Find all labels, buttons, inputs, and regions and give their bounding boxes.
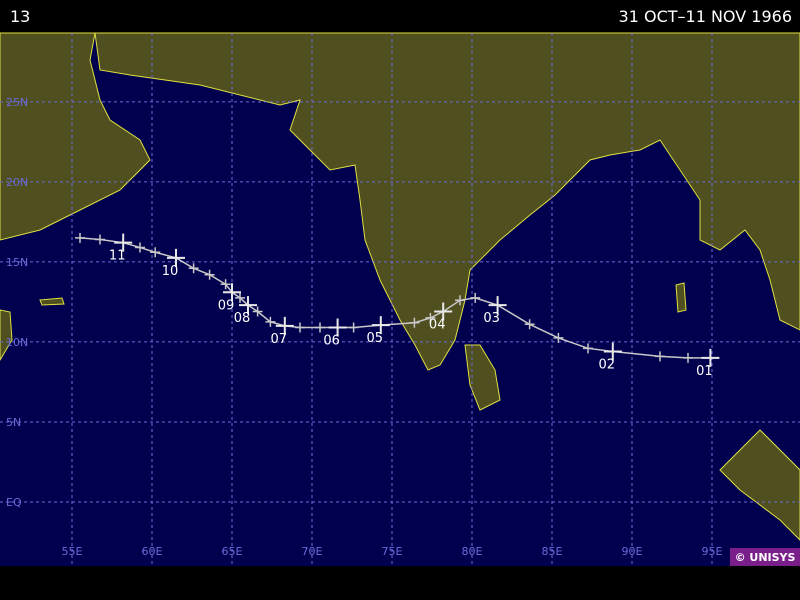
- credit-badge: [730, 548, 800, 566]
- track-point: [265, 316, 276, 327]
- day-label: 01: [696, 364, 713, 379]
- track-point: [524, 319, 535, 330]
- lat-label: 20N: [6, 176, 28, 189]
- storm-number: 13: [10, 7, 30, 26]
- lon-label: 65E: [222, 545, 243, 558]
- lon-label: 70E: [302, 545, 323, 558]
- lat-label: 15N: [6, 256, 28, 269]
- day-label: 08: [234, 311, 251, 326]
- day-marker: [167, 248, 185, 267]
- day-label: 11: [109, 249, 126, 264]
- day-label: 10: [162, 264, 179, 279]
- track-point: [583, 343, 593, 354]
- track-point: [425, 312, 436, 323]
- day-marker: [488, 296, 507, 315]
- lat-label: 25N: [6, 96, 28, 109]
- sumatra: [719, 429, 800, 541]
- lon-label: 60E: [142, 545, 163, 558]
- grid: 55E 60E 65E 70E 75E 80E 85E 90E 95E EQ 5N 10N 15N 20N…: [0, 33, 800, 566]
- track-point: [75, 232, 85, 243]
- day-label: 04: [429, 318, 446, 333]
- day-marker: [275, 316, 294, 335]
- day-label: 05: [367, 331, 384, 346]
- day-marker: [701, 348, 720, 367]
- sri-lanka: [464, 344, 501, 411]
- day-label: 03: [483, 311, 500, 326]
- lat-label: EQ: [6, 496, 22, 509]
- socotra: [39, 297, 65, 306]
- day-marker: [603, 342, 622, 361]
- track-point: [135, 242, 145, 253]
- day-marker: [114, 233, 133, 252]
- day-marker: [371, 316, 390, 335]
- track-point: [252, 306, 263, 317]
- track-point: [409, 317, 420, 328]
- day-label: 06: [323, 334, 340, 349]
- lon-label: 85E: [542, 545, 563, 558]
- track-point: [150, 247, 161, 258]
- land-north: [94, 32, 800, 371]
- somalia: [0, 309, 13, 361]
- lon-label: 80E: [462, 545, 483, 558]
- day-label: 02: [599, 358, 616, 373]
- day-label: 09: [218, 298, 235, 313]
- arabia: [0, 32, 151, 241]
- track-point: [220, 279, 231, 290]
- track-point: [95, 234, 105, 245]
- track-point: [315, 322, 325, 333]
- track-point: [188, 263, 199, 274]
- track-point: [204, 269, 215, 280]
- track-point: [553, 332, 564, 343]
- track-point: [655, 351, 665, 362]
- lat-label: 10N: [6, 336, 28, 349]
- lon-label: 95E: [702, 545, 723, 558]
- day-marker: [328, 318, 347, 337]
- andaman: [675, 282, 687, 313]
- day-marker: [434, 302, 453, 321]
- lon-label: 55E: [62, 545, 83, 558]
- track-point: [295, 322, 305, 333]
- track-point: [348, 322, 359, 333]
- date-range: 31 OCT–11 NOV 1966: [619, 7, 792, 26]
- lon-label: 90E: [622, 545, 643, 558]
- credit: © UNISYS: [735, 551, 796, 564]
- track-point: [470, 292, 481, 303]
- day-marker: [239, 296, 257, 315]
- track-point: [235, 292, 245, 303]
- lat-label: 5N: [6, 416, 21, 429]
- day-marker: [223, 283, 241, 302]
- track-point: [683, 352, 693, 363]
- track-point: [455, 295, 465, 306]
- land: [0, 32, 800, 541]
- lon-label: 75E: [382, 545, 403, 558]
- day-label: 07: [271, 332, 288, 347]
